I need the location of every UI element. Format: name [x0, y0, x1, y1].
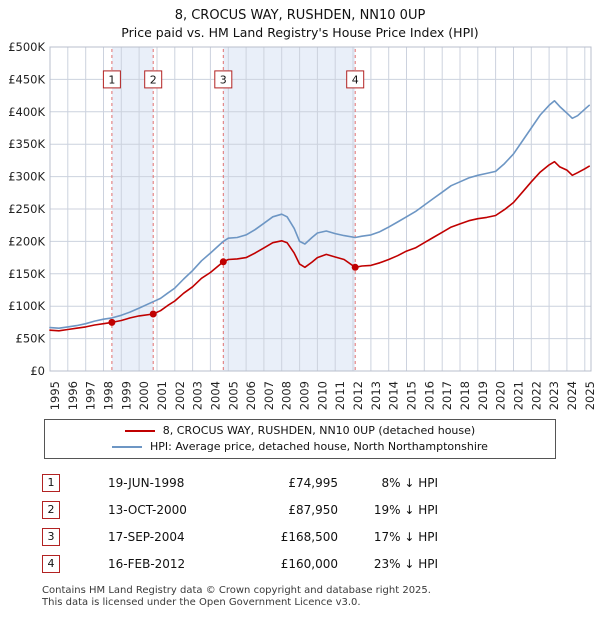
x-tick-label: 1996	[66, 381, 80, 410]
sale-hpi-delta: 19% ↓ HPI	[373, 502, 438, 517]
sale-price: £168,500	[280, 529, 338, 544]
y-tick-label: £450K	[8, 72, 45, 86]
legend-item-property: 8, CROCUS WAY, RUSHDEN, NN10 0UP (detach…	[51, 423, 549, 439]
x-tick-label: 2024	[565, 381, 579, 410]
sale-point-marker	[219, 258, 227, 266]
sale-date: 19-JUN-1998	[108, 475, 185, 490]
sale-point-marker	[108, 318, 116, 326]
table-row: 2 13-OCT-2000 £87,950 19% ↓ HPI	[42, 496, 600, 523]
y-tick-label: £0	[30, 364, 45, 378]
y-tick-label: £250K	[8, 202, 45, 216]
x-tick-label: 2015	[405, 381, 419, 410]
sale-price: £160,000	[280, 556, 338, 571]
x-tick-label: 1995	[48, 381, 62, 410]
property-line-swatch	[124, 430, 155, 432]
hpi-line-swatch	[112, 446, 143, 448]
sale-price: £87,950	[288, 502, 338, 517]
sale-number-box	[346, 70, 365, 89]
sale-hpi-delta: 8% ↓ HPI	[381, 475, 438, 490]
x-tick-label: 1997	[84, 381, 98, 410]
legend-label-property: 8, CROCUS WAY, RUSHDEN, NN10 0UP (detach…	[162, 424, 476, 437]
y-tick-label: £350K	[8, 137, 45, 151]
sale-date: 16-FEB-2012	[108, 556, 186, 571]
x-tick-label: 2006	[244, 381, 258, 410]
x-tick-label: 2014	[387, 381, 401, 410]
x-tick-label: 2009	[298, 381, 312, 410]
x-tick-label: 2023	[547, 381, 561, 410]
x-tick-label: 2003	[191, 381, 205, 410]
sale-number-label: 1	[108, 73, 115, 86]
sale-date: 17-SEP-2004	[108, 529, 185, 544]
x-tick-label: 1998	[102, 381, 116, 410]
footer-line2: This data is licensed under the Open Gov…	[42, 597, 361, 608]
hpi-series-line	[49, 99, 591, 330]
sale-hpi-delta: 23% ↓ HPI	[373, 556, 438, 571]
price-history-chart: 1995 1996 1997 1998 1999 2000 2001 2002 2003 2004…	[8, 41, 597, 410]
x-tick-label: 2020	[494, 381, 508, 410]
x-tick-label: 1999	[119, 381, 133, 410]
chart-titles: 8, CROCUS WAY, RUSHDEN, NN10 0UP Price p…	[0, 0, 600, 41]
x-tick-label: 2017	[440, 381, 454, 410]
y-tick-label: £50K	[16, 332, 46, 346]
sale-number-badge: 3	[42, 527, 60, 546]
x-tick-label: 2002	[173, 381, 187, 410]
table-row: 4 16-FEB-2012 £160,000 23% ↓ HPI	[42, 550, 600, 577]
x-tick-label: 2005	[226, 381, 240, 410]
sale-number-box	[102, 70, 121, 89]
x-tick-label: 2022	[529, 381, 543, 410]
sale-number-box	[144, 70, 163, 89]
sale-number-label: 2	[150, 73, 157, 86]
sale-date: 13-OCT-2000	[108, 502, 187, 517]
y-tick-label: £150K	[8, 267, 45, 281]
x-tick-label: 2012	[351, 381, 365, 410]
legend-label-hpi: HPI: Average price, detached house, Nort…	[150, 440, 488, 453]
sale-price: £74,995	[288, 475, 338, 490]
x-tick-label: 2004	[208, 381, 222, 410]
legend-item-hpi: HPI: Average price, detached house, Nort…	[51, 439, 549, 455]
table-row: 3 17-SEP-2004 £168,500 17% ↓ HPI	[42, 523, 600, 550]
y-tick-label: £300K	[8, 170, 45, 184]
x-tick-label: 2018	[458, 381, 472, 410]
x-tick-label: 2010	[315, 381, 329, 410]
sale-number-box	[214, 70, 233, 89]
x-tick-label: 2000	[137, 381, 151, 410]
page-title: 8, CROCUS WAY, RUSHDEN, NN10 0UP	[174, 8, 426, 23]
x-tick-label: 2025	[583, 381, 597, 410]
x-tick-label: 2008	[280, 381, 294, 410]
page-subtitle: Price paid vs. HM Land Registry's House …	[121, 25, 479, 40]
sale-number-badge: 4	[42, 554, 60, 573]
x-tick-label: 2013	[369, 381, 383, 410]
sales-table: 1 19-JUN-1998 £74,995 8% ↓ HPI 2 13-OCT-…	[42, 469, 600, 577]
y-tick-label: £200K	[8, 234, 45, 248]
sale-hpi-delta: 17% ↓ HPI	[373, 529, 438, 544]
x-tick-label: 2021	[512, 381, 526, 410]
y-tick-label: £500K	[8, 41, 45, 54]
attribution-footer: Contains HM Land Registry data © Crown c…	[42, 585, 600, 609]
y-tick-label: £400K	[8, 105, 45, 119]
x-tick-label: 2016	[422, 381, 436, 410]
x-tick-label: 2019	[476, 381, 490, 410]
sale-point-marker	[149, 310, 157, 318]
sale-number-badge: 1	[42, 473, 60, 492]
x-tick-label: 2001	[155, 381, 169, 410]
sale-number-label: 3	[220, 73, 227, 86]
sale-number-badge: 2	[42, 500, 60, 519]
chart-legend: 8, CROCUS WAY, RUSHDEN, NN10 0UP (detach…	[44, 419, 556, 459]
table-row: 1 19-JUN-1998 £74,995 8% ↓ HPI	[42, 469, 600, 496]
plot-border	[49, 46, 592, 372]
sale-point-marker	[351, 263, 359, 271]
sale-number-label: 4	[352, 73, 359, 86]
x-tick-label: 2011	[333, 381, 347, 410]
x-tick-label: 2007	[262, 381, 276, 410]
footer-line1: Contains HM Land Registry data © Crown c…	[42, 585, 431, 596]
y-tick-label: £100K	[8, 299, 45, 313]
